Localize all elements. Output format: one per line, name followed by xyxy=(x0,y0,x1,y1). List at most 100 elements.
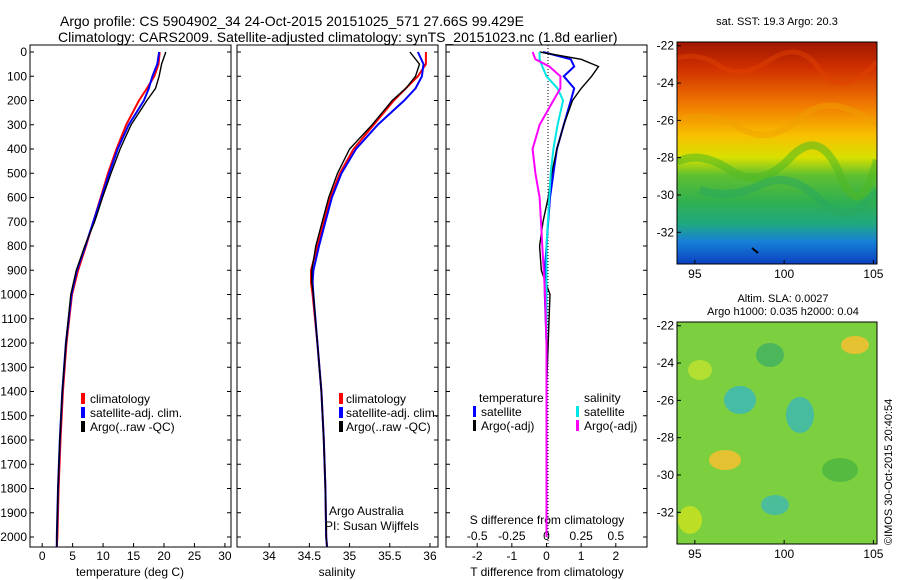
depth-tick-label: 1700 xyxy=(0,457,27,471)
x-tick-label: 34.5 xyxy=(298,549,322,563)
map-x-tick-label: 95 xyxy=(688,267,702,281)
sst-y-axis: -22 -24 -26 -28 -30 -32 xyxy=(657,39,681,239)
map-x-tick-label: 100 xyxy=(774,547,794,561)
legend-argo-label: Argo(..raw -QC) xyxy=(346,420,431,434)
map-x-tick-label: 95 xyxy=(688,547,702,561)
x-tick-label: -1 xyxy=(507,549,518,563)
depth-tick-label: 500 xyxy=(7,166,27,180)
map-y-tick-label: -26 xyxy=(657,113,675,127)
legend-satellite-label: satellite-adj. clim. xyxy=(346,406,438,420)
map-y-tick-label: -24 xyxy=(657,76,675,90)
depth-tick-label: 2000 xyxy=(0,530,27,544)
depth-tick-label: 1300 xyxy=(0,360,27,374)
map-y-tick-label: -32 xyxy=(657,505,675,519)
difference-series xyxy=(531,51,600,537)
sst-title: sat. SST: 19.3 Argo: 20.3 xyxy=(716,16,838,28)
depth-tick-label: 1200 xyxy=(0,336,27,350)
depth-axis: 0 100 200 300 400 500 600 700 800 900 1000 1100 1200… xyxy=(0,45,27,544)
header-line-1: Argo profile: CS 5904902_34 24-Oct-2015 … xyxy=(60,13,524,29)
x-tick-label: 35 xyxy=(343,549,357,563)
argo-location-marker xyxy=(751,247,759,254)
legend-satellite-swatch xyxy=(81,407,85,418)
series-line-argo---raw--qc- xyxy=(311,51,421,547)
x-tick-label: 34 xyxy=(262,549,276,563)
depth-tick-label: 1100 xyxy=(1,312,27,326)
salinity-panel-frame xyxy=(236,44,439,548)
depth-tick-label: 100 xyxy=(7,69,27,83)
salinity-legend: climatology satellite-adj. clim. Argo(..… xyxy=(339,392,438,434)
legend-satellite-label: satellite-adj. clim. xyxy=(90,406,182,420)
map-x-tick-label: 105 xyxy=(863,267,883,281)
x-tick-label: 25 xyxy=(188,549,202,563)
legend-climatology-swatch xyxy=(339,393,343,404)
sst-x-axis: 95 100 105 xyxy=(688,260,884,281)
x-tick-label: 1 xyxy=(578,549,585,563)
secondary-x-tick-label: 0.5 xyxy=(607,529,624,543)
sla-frame xyxy=(676,321,878,545)
sla-y-axis: -22 -24 -26 -28 -30 -32 xyxy=(657,319,681,519)
legend-climatology-swatch xyxy=(81,393,85,404)
depth-tick-label: 800 xyxy=(7,239,27,253)
depth-tick-label: 1600 xyxy=(0,433,27,447)
map-x-tick-label: 100 xyxy=(774,267,794,281)
series-line-salinity-argo--adj- xyxy=(531,51,562,537)
header-line-2: Climatology: CARS2009. Satellite-adjuste… xyxy=(58,29,618,45)
salinity-x-axis: 34 34.5 35 35.5 36 xyxy=(262,543,437,563)
x-tick-label: 2 xyxy=(612,549,619,563)
depth-tick-label: 1900 xyxy=(0,506,27,520)
map-y-tick-label: -28 xyxy=(657,151,675,165)
secondary-x-tick-label: -0.25 xyxy=(498,529,526,543)
salinity-x-label: salinity xyxy=(319,565,356,579)
series-line-argo---raw--qc- xyxy=(56,51,167,547)
legend-argo-swatch xyxy=(81,421,85,432)
legend-s-satellite-label: satellite xyxy=(584,405,625,419)
temperature-panel-frame xyxy=(29,44,232,548)
depth-tick-label: 0 xyxy=(20,45,27,59)
annotation-pi: PI: Susan Wijffels xyxy=(325,519,419,533)
imos-timestamp: ©IMOS 30-Oct-2015 20:40:54 xyxy=(883,399,895,545)
legend-climatology-label: climatology xyxy=(90,392,150,406)
legend-t-satellite-swatch xyxy=(473,406,476,417)
legend-climatology-label: climatology xyxy=(346,392,406,406)
map-y-tick-label: -22 xyxy=(657,39,675,53)
legend-satellite-swatch xyxy=(339,407,343,418)
legend-s-argo-label: Argo(-adj) xyxy=(584,419,637,433)
map-x-tick-label: 105 xyxy=(863,547,883,561)
temperature-x-label: temperature (deg C) xyxy=(76,565,184,579)
depth-axis-ticks xyxy=(30,51,647,538)
depth-tick-label: 1800 xyxy=(0,482,27,496)
sla-title-line-1: Altim. SLA: 0.0027 xyxy=(737,293,828,305)
depth-tick-label: 400 xyxy=(7,142,27,156)
depth-tick-label: 200 xyxy=(7,94,27,108)
depth-tick-label: 1500 xyxy=(0,409,27,423)
map-y-tick-label: -22 xyxy=(657,319,675,333)
legend-s-satellite-swatch xyxy=(576,406,579,417)
legend-t-argo-label: Argo(-adj) xyxy=(481,419,534,433)
legend-temperature-heading: temperature xyxy=(479,391,544,405)
temperature-series xyxy=(55,51,167,547)
depth-tick-label: 1000 xyxy=(0,288,27,302)
x-tick-label: 5 xyxy=(69,549,76,563)
temperature-legend: climatology satellite-adj. clim. Argo(..… xyxy=(81,392,182,434)
x-tick-label: 20 xyxy=(157,549,171,563)
legend-argo-swatch xyxy=(339,421,343,432)
depth-tick-label: 300 xyxy=(7,118,27,132)
depth-tick-label: 700 xyxy=(7,215,27,229)
depth-tick-label: 600 xyxy=(7,191,27,205)
sla-x-axis: 95 100 105 xyxy=(688,540,884,561)
x-tick-label: 30 xyxy=(218,549,232,563)
x-tick-label: -2 xyxy=(472,549,483,563)
difference-x-axis: -2 -1 0 1 2 xyxy=(472,543,619,563)
map-y-tick-label: -30 xyxy=(657,468,675,482)
map-y-tick-label: -28 xyxy=(657,431,675,445)
map-y-tick-label: -30 xyxy=(657,188,675,202)
depth-tick-label: 900 xyxy=(7,263,27,277)
x-tick-label: 0 xyxy=(543,549,550,563)
secondary-x-tick-label: 0.25 xyxy=(569,529,593,543)
map-y-tick-label: -24 xyxy=(657,356,675,370)
legend-argo-label: Argo(..raw -QC) xyxy=(90,420,175,434)
sst-frame xyxy=(676,41,878,265)
depth-tick-label: 1400 xyxy=(0,385,27,399)
legend-t-argo-swatch xyxy=(473,420,476,431)
